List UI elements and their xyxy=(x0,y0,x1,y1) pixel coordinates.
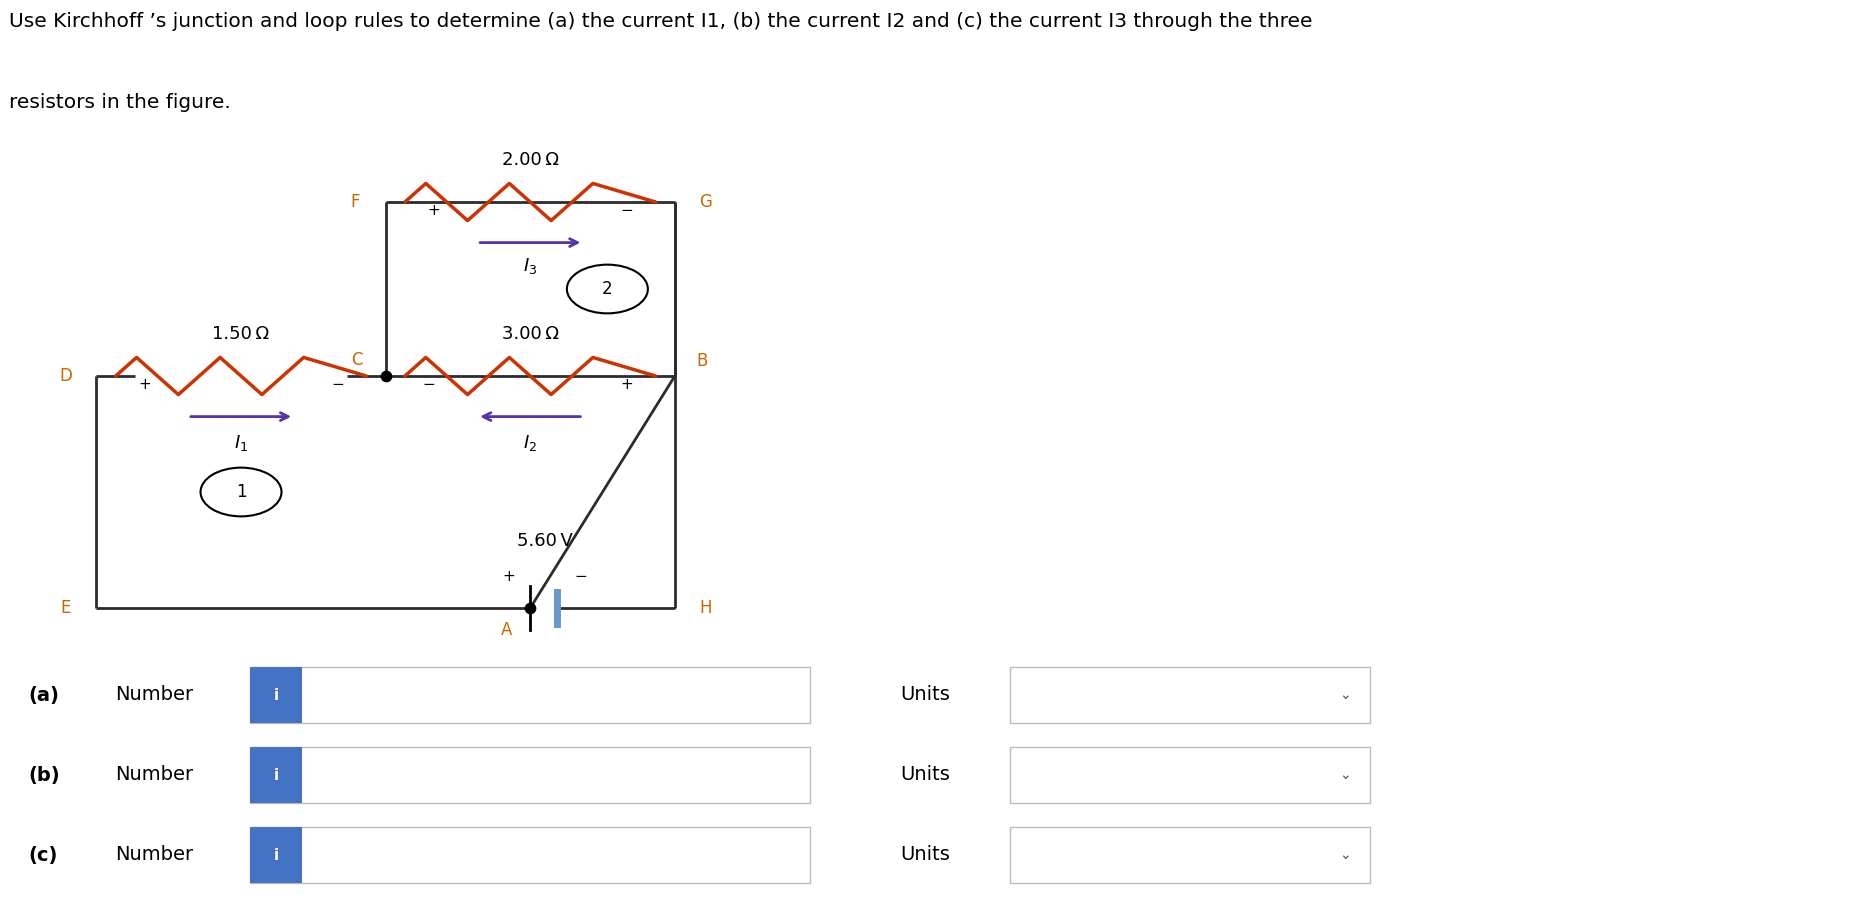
Point xyxy=(515,601,545,616)
Text: Units: Units xyxy=(899,766,949,785)
Text: +: + xyxy=(621,377,632,392)
FancyBboxPatch shape xyxy=(250,667,302,723)
Text: 2.00 Ω: 2.00 Ω xyxy=(502,151,558,169)
Text: +: + xyxy=(502,569,515,583)
FancyBboxPatch shape xyxy=(250,827,810,883)
FancyBboxPatch shape xyxy=(250,747,302,803)
FancyBboxPatch shape xyxy=(1010,747,1370,803)
Text: F: F xyxy=(350,193,360,211)
Text: i: i xyxy=(273,848,278,862)
FancyBboxPatch shape xyxy=(250,747,810,803)
Text: Units: Units xyxy=(899,686,949,705)
Text: Number: Number xyxy=(115,686,193,705)
Text: A: A xyxy=(501,621,512,639)
FancyBboxPatch shape xyxy=(250,667,810,723)
Text: resistors in the figure.: resistors in the figure. xyxy=(9,93,232,112)
Text: −: − xyxy=(423,377,436,392)
Text: Units: Units xyxy=(899,845,949,865)
FancyBboxPatch shape xyxy=(1010,827,1370,883)
Text: +: + xyxy=(428,203,439,218)
Text: B: B xyxy=(695,353,708,371)
Text: (c): (c) xyxy=(28,845,57,865)
Text: $I_1$: $I_1$ xyxy=(234,433,248,453)
Text: 3.00 Ω: 3.00 Ω xyxy=(502,325,558,343)
Text: ⌄: ⌄ xyxy=(1339,768,1352,782)
Text: i: i xyxy=(273,688,278,703)
Text: $I_2$: $I_2$ xyxy=(523,433,538,453)
Text: (b): (b) xyxy=(28,766,59,785)
Text: C: C xyxy=(350,351,363,369)
Point xyxy=(371,369,400,383)
Text: 1.50 Ω: 1.50 Ω xyxy=(213,325,269,343)
Text: +: + xyxy=(139,377,150,392)
Text: 2: 2 xyxy=(603,280,612,298)
Text: 1: 1 xyxy=(235,483,247,501)
Text: ⌄: ⌄ xyxy=(1339,848,1352,862)
Text: H: H xyxy=(699,599,712,617)
Text: Number: Number xyxy=(115,845,193,865)
FancyBboxPatch shape xyxy=(1010,667,1370,723)
Text: (a): (a) xyxy=(28,686,59,705)
Text: $I_3$: $I_3$ xyxy=(523,256,538,275)
Text: i: i xyxy=(273,768,278,782)
Text: Use Kirchhoff ’s junction and loop rules to determine (a) the current I1, (b) th: Use Kirchhoff ’s junction and loop rules… xyxy=(9,12,1313,31)
Text: −: − xyxy=(575,569,586,583)
Text: G: G xyxy=(699,193,712,211)
FancyBboxPatch shape xyxy=(250,827,302,883)
Text: −: − xyxy=(621,203,632,218)
Text: E: E xyxy=(61,599,70,617)
Text: D: D xyxy=(59,367,72,385)
Text: 5.60 V: 5.60 V xyxy=(517,532,573,550)
Text: ⌄: ⌄ xyxy=(1339,688,1352,702)
Text: −: − xyxy=(332,377,343,392)
Text: Number: Number xyxy=(115,766,193,785)
